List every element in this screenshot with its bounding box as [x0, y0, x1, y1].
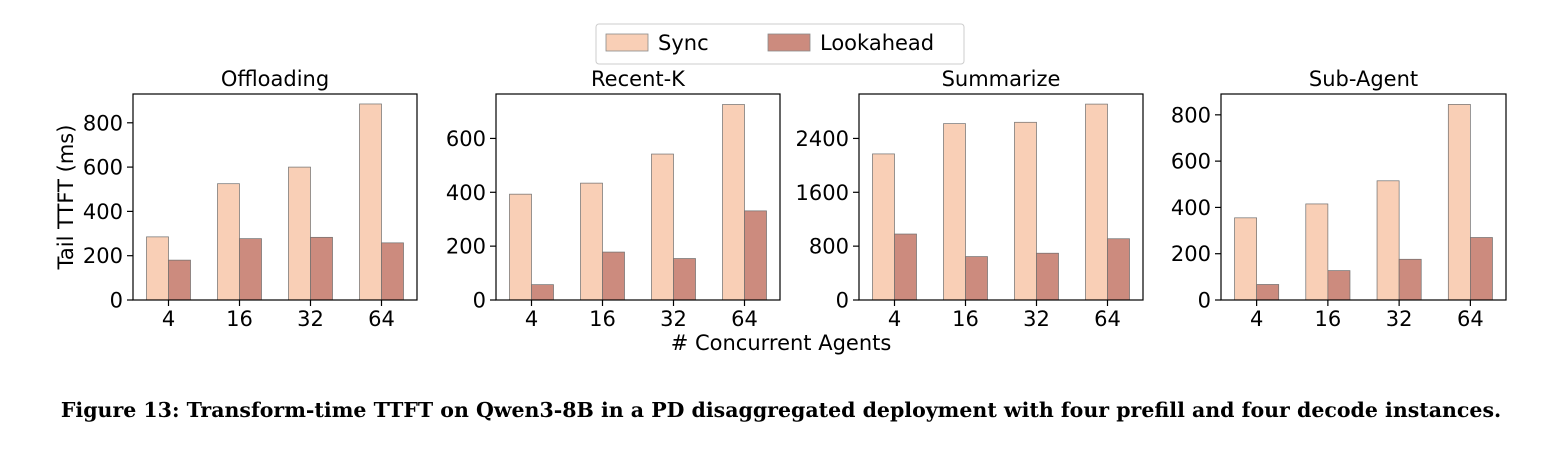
x-tick-label-offloading-16: 16 — [226, 307, 253, 331]
bar-offloading-sync-16 — [217, 183, 240, 301]
bar-summarize-lookahead-4 — [894, 233, 917, 301]
x-tick-label-recent-k-64: 64 — [731, 307, 758, 331]
bar-summarize-lookahead-16 — [965, 256, 988, 301]
y-tick-label-summarize-0: 0 — [836, 289, 849, 313]
y-tick-label-summarize-800: 800 — [809, 235, 849, 259]
x-tick-label-summarize-16: 16 — [952, 307, 979, 331]
y-tick-label-sub-agent-600: 600 — [1171, 150, 1211, 174]
x-tick-label-summarize-4: 4 — [888, 307, 901, 331]
y-tick-label-recent-k-400: 400 — [446, 181, 486, 205]
bar-offloading-lookahead-32 — [310, 236, 333, 301]
panel-title-offloading: Offloading — [221, 67, 329, 91]
bar-offloading-sync-4 — [146, 236, 169, 301]
bar-recent-k-sync-64 — [722, 104, 745, 301]
axes-frame-summarize — [858, 93, 1144, 301]
x-tick-label-sub-agent-16: 16 — [1315, 307, 1342, 331]
bar-recent-k-lookahead-32 — [673, 258, 696, 301]
bar-sub-agent-sync-4 — [1234, 217, 1257, 301]
axes-frame-sub-agent — [1220, 93, 1507, 301]
x-tick-label-recent-k-32: 32 — [660, 307, 687, 331]
axes-frame-offloading — [132, 93, 418, 301]
bar-offloading-sync-64 — [359, 103, 382, 301]
bar-summarize-sync-4 — [872, 153, 895, 301]
x-tick-label-offloading-64: 64 — [368, 307, 395, 331]
y-tick-label-sub-agent-400: 400 — [1171, 196, 1211, 220]
bar-sub-agent-sync-16 — [1305, 203, 1329, 301]
panel-recent-k: 0 200 400 600 4 16 32 64 Recent-K — [446, 67, 781, 331]
bar-offloading-lookahead-16 — [239, 238, 262, 301]
y-tick-label-sub-agent-0: 0 — [1198, 289, 1211, 313]
panel-title-summarize: Summarize — [942, 67, 1061, 91]
x-tick-label-sub-agent-4: 4 — [1250, 307, 1263, 331]
bar-summarize-sync-64 — [1085, 103, 1108, 301]
panel-title-sub-agent: Sub-Agent — [1309, 67, 1418, 91]
bar-recent-k-sync-16 — [580, 182, 603, 301]
y-tick-label-recent-k-0: 0 — [473, 289, 486, 313]
x-tick-label-recent-k-4: 4 — [525, 307, 538, 331]
x-tick-label-sub-agent-32: 32 — [1386, 307, 1413, 331]
axes-frame-recent-k — [495, 93, 781, 301]
y-tick-label-summarize-1600: 1600 — [796, 181, 849, 205]
y-axis-label: Tail TTFT (ms) — [54, 125, 78, 271]
bar-sub-agent-sync-64 — [1447, 104, 1471, 301]
figure-caption: Figure 13: Transform-time TTFT on Qwen3-… — [60, 398, 1502, 422]
y-tick-label-offloading-200: 200 — [83, 244, 123, 268]
bar-sub-agent-lookahead-4 — [1256, 284, 1280, 301]
bar-recent-k-lookahead-16 — [602, 251, 625, 301]
y-tick-label-offloading-600: 600 — [83, 156, 123, 180]
bar-recent-k-sync-4 — [509, 193, 532, 301]
legend-label-sync: Sync — [658, 31, 709, 55]
x-tick-label-offloading-4: 4 — [162, 307, 175, 331]
x-tick-label-sub-agent-64: 64 — [1457, 307, 1484, 331]
bar-offloading-lookahead-4 — [168, 259, 191, 301]
y-tick-label-recent-k-200: 200 — [446, 235, 486, 259]
bar-summarize-lookahead-32 — [1036, 252, 1059, 301]
bar-sub-agent-sync-32 — [1376, 180, 1400, 301]
bar-summarize-sync-16 — [943, 123, 966, 301]
legend-swatch-lookahead — [767, 33, 811, 52]
legend: Sync Lookahead — [595, 23, 965, 65]
bar-summarize-sync-32 — [1014, 121, 1037, 301]
bar-sub-agent-lookahead-16 — [1327, 270, 1351, 301]
x-tick-label-offloading-32: 32 — [297, 307, 324, 331]
bar-summarize-lookahead-64 — [1107, 238, 1130, 301]
legend-swatch-sync — [605, 33, 649, 52]
y-tick-label-sub-agent-800: 800 — [1171, 103, 1211, 127]
y-tick-label-sub-agent-200: 200 — [1171, 242, 1211, 266]
bar-offloading-lookahead-64 — [381, 242, 404, 301]
bar-sub-agent-lookahead-64 — [1470, 237, 1493, 301]
x-tick-label-recent-k-16: 16 — [589, 307, 616, 331]
bar-recent-k-lookahead-4 — [531, 284, 554, 301]
bar-sub-agent-lookahead-32 — [1398, 258, 1422, 301]
y-tick-label-summarize-2400: 2400 — [796, 127, 849, 151]
panel-title-recent-k: Recent-K — [591, 67, 686, 91]
panel-summarize: 0 800 1600 2400 4 16 32 64 Summarize — [796, 67, 1144, 331]
bar-recent-k-lookahead-64 — [744, 210, 767, 301]
bar-offloading-sync-32 — [288, 166, 311, 301]
y-tick-label-offloading-0: 0 — [110, 289, 123, 313]
legend-label-lookahead: Lookahead — [820, 31, 934, 55]
bar-recent-k-sync-32 — [651, 153, 674, 301]
y-tick-label-offloading-800: 800 — [83, 111, 123, 135]
y-tick-label-offloading-400: 400 — [83, 200, 123, 224]
x-axis-label: # Concurrent Agents — [671, 331, 892, 355]
x-tick-label-summarize-32: 32 — [1023, 307, 1050, 331]
x-tick-label-summarize-64: 64 — [1094, 307, 1121, 331]
y-tick-label-recent-k-600: 600 — [446, 127, 486, 151]
